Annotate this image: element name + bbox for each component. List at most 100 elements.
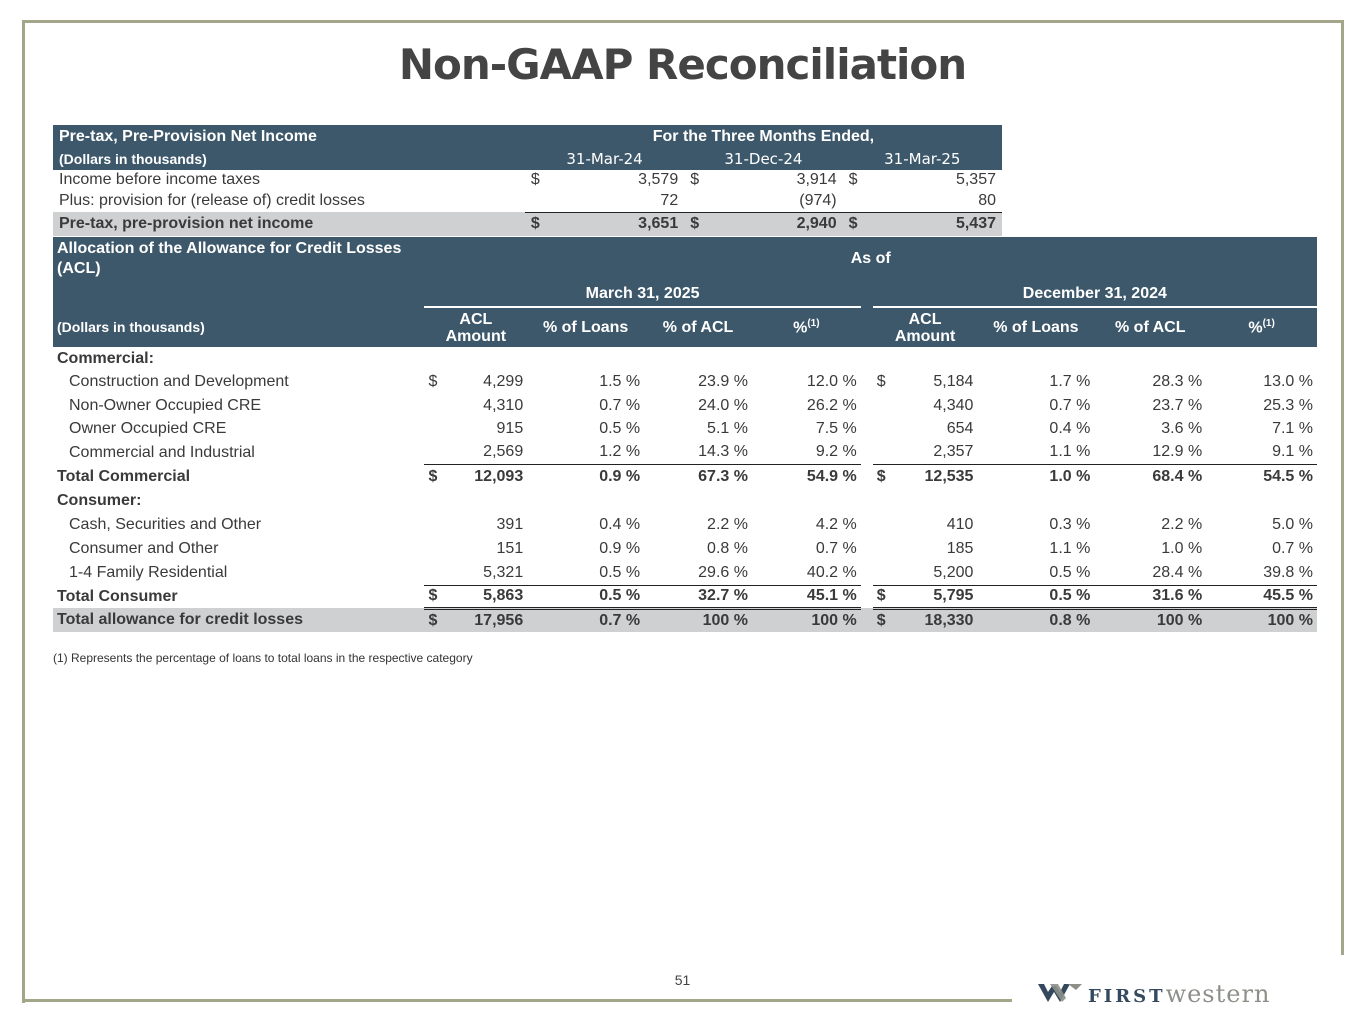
cell-value: 1.1 % <box>1049 540 1091 557</box>
row-label: Pre-tax, pre-provision net income <box>59 215 314 232</box>
row-label: Plus: provision for (release of) credit … <box>59 192 365 209</box>
cell-value: 185 <box>946 540 974 557</box>
currency-symbol: $ <box>876 467 886 485</box>
cell-value: 1.5 % <box>599 373 641 390</box>
total-row: Total allowance for credit losses $ 17,9… <box>53 608 1317 632</box>
cell-value: 2,940 <box>796 215 837 233</box>
frame-top-border <box>22 20 1344 23</box>
acl-table: Allocation of the Allowance for Credit L… <box>53 237 1317 632</box>
logo-western: western <box>1165 980 1271 1008</box>
cell-value: 17,956 <box>474 611 524 629</box>
ppni-col-header: 31-Dec-24 <box>724 150 803 168</box>
cell-value: 0.5 % <box>527 585 645 610</box>
cell-value: 7.1 % <box>1272 420 1313 437</box>
cell-value: 14.3 % <box>644 441 752 465</box>
cell-value: 23.9 % <box>698 373 748 390</box>
cell-value: 3,579 <box>638 171 679 188</box>
currency-symbol: $ <box>428 373 438 390</box>
currency-symbol: $ <box>530 215 540 233</box>
cell-value: 100 % <box>811 611 857 629</box>
cell-value: 40.2 % <box>751 561 861 586</box>
cell-value: 5.0 % <box>1272 516 1313 533</box>
cell-value: 32.7 % <box>644 585 752 610</box>
cell-value: (974) <box>705 190 843 213</box>
section-label-consumer: Consumer: <box>57 492 142 509</box>
cell-value: 5,863 <box>441 585 528 610</box>
ppni-units: (Dollars in thousands) <box>59 151 207 167</box>
row-label: Cash, Securities and Other <box>69 516 262 533</box>
cell-value: 0.7 % <box>599 611 641 629</box>
page-number: 51 <box>674 972 691 988</box>
subtotal-row: Total Consumer $ 5,863 0.5 % 32.7 % 45.1… <box>53 585 1317 610</box>
ppni-header-label: Pre-tax, Pre-Provision Net Income <box>59 127 317 145</box>
cell-value: 23.7 % <box>1152 396 1203 414</box>
cell-value: 39.8 % <box>1206 561 1317 586</box>
cell-value: 24.0 % <box>698 396 748 414</box>
currency-symbol: $ <box>428 467 438 485</box>
section-row: Consumer: <box>53 489 1317 513</box>
row-label: Commercial and Industrial <box>69 443 255 461</box>
cell-value: 100 % <box>702 611 748 629</box>
cell-value: 0.5 % <box>527 561 645 586</box>
cell-value: 68.4 % <box>1152 467 1203 485</box>
cell-value: 28.4 % <box>1094 561 1207 586</box>
cell-value: 4,310 <box>483 396 524 414</box>
cell-value: 0.9 % <box>599 540 641 557</box>
period-header-dec24: December 31, 2024 <box>872 281 1317 308</box>
currency-symbol: $ <box>848 215 858 233</box>
logo-wordmark: FIRSTwestern <box>1088 980 1270 1008</box>
cell-value: 410 <box>946 516 974 533</box>
cell-value: 5,795 <box>889 585 978 610</box>
frame-right-border <box>1341 20 1344 955</box>
table-row: Cash, Securities and Other 391 0.4 % 2.2… <box>53 513 1317 537</box>
currency-symbol: $ <box>428 611 438 629</box>
cell-value: 391 <box>496 516 524 533</box>
w-logo-icon <box>1038 984 1082 1002</box>
cell-value: 0.7 % <box>1049 396 1091 414</box>
table-row: Income before income taxes $ 3,579 $ 3,9… <box>53 170 1002 190</box>
cell-value: 0.5 % <box>977 585 1095 610</box>
cell-value: 2.2 % <box>1161 516 1203 533</box>
row-label: 1-4 Family Residential <box>69 564 228 581</box>
row-label: Non-Owner Occupied CRE <box>69 396 262 414</box>
cell-value: 1.0 % <box>1049 467 1091 485</box>
cell-value: 4,299 <box>483 373 524 390</box>
cell-value: 31.6 % <box>1094 585 1207 610</box>
cell-value: 3,914 <box>796 171 837 188</box>
frame-bottom-border <box>22 999 1012 1002</box>
ppni-table: Pre-tax, Pre-Provision Net Income For th… <box>53 125 1002 236</box>
cell-value: 9.1 % <box>1206 441 1317 465</box>
cell-value: 5,200 <box>889 561 978 586</box>
cell-value: 12,093 <box>474 467 524 485</box>
section-label-commercial: Commercial: <box>57 349 154 367</box>
col-header-pct-footnote: %(1) <box>1248 317 1275 337</box>
cell-value: 1.7 % <box>1049 373 1091 390</box>
cell-value: 0.3 % <box>1049 516 1091 533</box>
cell-value: 80 <box>863 190 1002 213</box>
cell-value: 3.6 % <box>1161 420 1203 437</box>
currency-symbol: $ <box>530 171 540 188</box>
cell-value: 4,340 <box>933 396 974 414</box>
cell-value: 1.1 % <box>977 441 1095 465</box>
cell-value: 29.6 % <box>644 561 752 586</box>
cell-value: 12.0 % <box>806 373 857 390</box>
cell-value: 7.5 % <box>815 420 857 437</box>
period-header-mar25: March 31, 2025 <box>424 281 861 308</box>
cell-value: 5,184 <box>933 373 974 390</box>
cell-value: 2,357 <box>889 441 978 465</box>
currency-symbol: $ <box>876 373 886 390</box>
cell-value: 5.1 % <box>707 420 748 437</box>
cell-value: 2,569 <box>441 441 528 465</box>
cell-value: 12,535 <box>924 467 974 485</box>
section-row: Commercial: <box>53 347 1317 370</box>
col-header-pct-loans: % of Loans <box>542 318 629 336</box>
col-header-pct-acl: % of ACL <box>662 318 734 336</box>
table-row: Plus: provision for (release of) credit … <box>53 190 1002 213</box>
cell-value: 0.4 % <box>1049 420 1091 437</box>
cell-value: 915 <box>496 420 524 437</box>
total-row: Pre-tax, pre-provision net income $ 3,65… <box>53 212 1002 236</box>
row-label: Construction and Development <box>69 373 289 390</box>
cell-value: 100 % <box>1267 611 1313 629</box>
cell-value: 26.2 % <box>806 396 857 414</box>
cell-value: 67.3 % <box>698 467 748 485</box>
